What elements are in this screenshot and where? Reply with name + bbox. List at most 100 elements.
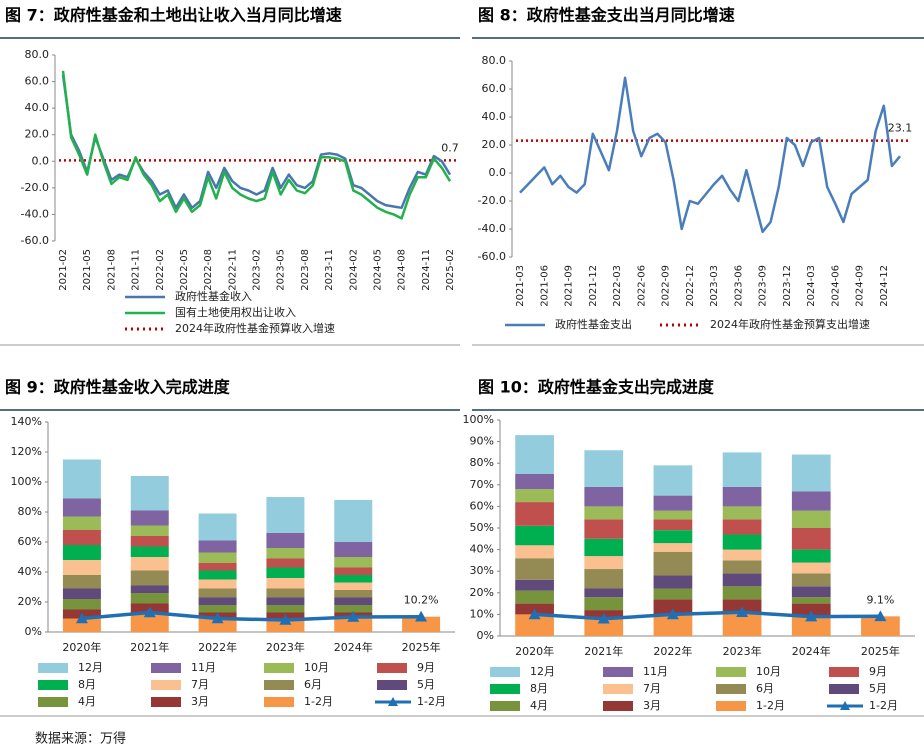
- chart-title: 图 8：政府性基金支出当月同比增速: [478, 6, 735, 25]
- chart-title: 图 7：政府性基金和土地出让收入当月同比增速: [5, 6, 342, 25]
- y-tick-label: 30%: [470, 564, 494, 577]
- chart-title: 图 10：政府性基金支出完成进度: [478, 378, 715, 397]
- line-marker: [805, 610, 818, 622]
- x-tick-label: 2021-12: [588, 265, 599, 307]
- bar-segment: [653, 543, 693, 552]
- bar-segment: [653, 510, 693, 520]
- bar-segment: [130, 557, 169, 571]
- bar-segment: [722, 599, 762, 613]
- bar-segment: [791, 562, 831, 574]
- bar-segment: [584, 556, 624, 570]
- bar-segment: [334, 500, 373, 542]
- y-tick-label: 70%: [470, 478, 494, 491]
- y-tick-label: 80.0: [482, 54, 507, 67]
- bar-segment: [130, 536, 169, 547]
- line-marker: [279, 614, 292, 625]
- legend-label: 2024年政府性基金预算收入增速: [175, 321, 335, 335]
- x-tick-label: 2021-09: [564, 265, 575, 307]
- bar-segment: [584, 538, 624, 557]
- x-tick-label: 2022-02: [155, 249, 166, 291]
- bar-segment: [515, 579, 554, 591]
- bar-segment: [266, 558, 305, 568]
- legend-swatch: [829, 667, 859, 677]
- legend-label: 8月: [530, 682, 548, 695]
- y-tick-label: 80.0: [25, 48, 50, 61]
- bar-segment: [62, 599, 101, 610]
- bar-segment: [515, 590, 554, 604]
- bar-segment: [722, 452, 762, 487]
- legend-swatch: [38, 680, 68, 690]
- y-tick-label: 0%: [25, 625, 42, 638]
- x-tick-label: 2023-02: [252, 249, 263, 291]
- bar-segment: [266, 497, 305, 533]
- y-tick-label: 40.0: [482, 110, 507, 123]
- bar-segment: [130, 546, 169, 557]
- x-tick-label: 2022-08: [203, 249, 214, 291]
- bar-segment: [584, 569, 624, 589]
- y-tick-label: 100%: [463, 413, 494, 426]
- x-tick-label: 2021年: [130, 640, 169, 654]
- legend-label: 11月: [643, 665, 668, 678]
- bar-segment: [62, 575, 101, 589]
- bar-segment: [653, 614, 693, 636]
- bar-segment: [722, 586, 762, 600]
- x-tick-label: 2023-03: [709, 265, 720, 307]
- legend-swatch: [716, 701, 746, 711]
- legend-swatch: [490, 701, 520, 711]
- legend-label: 政府性基金收入: [175, 289, 252, 303]
- reference-label: 0.7: [441, 141, 459, 154]
- x-tick-label: 2021-03: [515, 265, 526, 307]
- x-tick-label: 2023-08: [300, 249, 311, 291]
- bar-segment: [198, 605, 237, 613]
- legend-swatch: [840, 701, 850, 710]
- line-marker: [347, 611, 360, 622]
- bar-segment: [130, 510, 169, 526]
- x-tick-label: 2022年: [198, 640, 237, 654]
- legend-label: 6月: [304, 678, 322, 691]
- x-tick-label: 2025年: [861, 644, 900, 658]
- x-tick-label: 2023-09: [758, 265, 769, 307]
- series-line: [61, 74, 452, 210]
- reference-label: 23.1: [888, 122, 913, 135]
- bar-segment: [722, 612, 762, 636]
- bar-segment: [334, 590, 373, 598]
- x-tick-label: 2024-09: [855, 265, 866, 307]
- bar-segment: [198, 579, 237, 589]
- bar-segment: [198, 563, 237, 571]
- x-tick-label: 2022-12: [685, 265, 696, 307]
- x-tick-label: 2024-11: [421, 249, 432, 291]
- y-tick-label: 0.0: [489, 166, 507, 179]
- y-tick-label: 40%: [18, 565, 42, 578]
- bar-segment: [653, 519, 693, 531]
- x-tick-label: 2020年: [62, 640, 101, 654]
- legend-swatch: [603, 667, 633, 677]
- x-tick-label: 2021-02: [58, 249, 69, 291]
- x-tick-label: 2023年: [266, 640, 305, 654]
- x-tick-label: 2023-05: [276, 249, 287, 291]
- x-tick-label: 2022-05: [179, 249, 190, 291]
- bar-segment: [62, 588, 101, 599]
- legend-swatch: [490, 667, 520, 677]
- line-marker: [211, 612, 224, 624]
- y-tick-label: -40.0: [21, 207, 49, 220]
- bar-segment: [130, 476, 169, 511]
- source-note: 数据来源：万得: [35, 731, 126, 747]
- bar-segment: [266, 588, 305, 598]
- legend-label: 1-2月: [869, 699, 898, 712]
- y-tick-label: 20.0: [482, 138, 507, 151]
- bar-segment: [861, 616, 900, 636]
- y-tick-label: 140%: [11, 415, 42, 428]
- bar-segment: [584, 618, 624, 636]
- chart-title: 图 9：政府性基金收入完成进度: [5, 378, 231, 397]
- bar-segment: [791, 549, 831, 563]
- line-marker: [597, 612, 610, 624]
- x-tick-label: 2023-06: [733, 265, 744, 307]
- x-tick-label: 2024年: [792, 644, 831, 658]
- y-tick-label: 60%: [18, 535, 42, 548]
- y-tick-label: 40%: [470, 543, 494, 556]
- x-tick-label: 2022-11: [227, 249, 238, 291]
- legend-label: 4月: [78, 695, 96, 708]
- bar-segment: [722, 519, 762, 535]
- bar-segment: [334, 567, 373, 575]
- legend-label: 12月: [530, 665, 555, 678]
